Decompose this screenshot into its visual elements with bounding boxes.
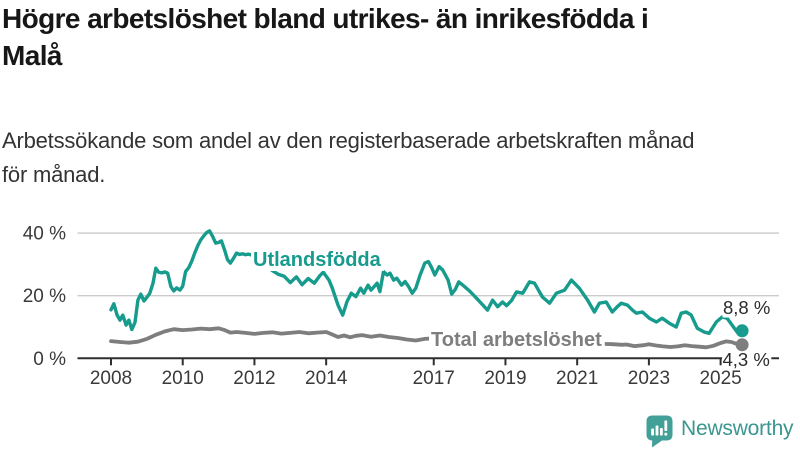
page-subtitle: Arbetssökande som andel av den registerb… bbox=[2, 128, 695, 187]
bar-chart-speech-bubble-icon bbox=[646, 415, 673, 448]
series-label-bg-0 bbox=[251, 249, 384, 271]
x-axis-label-2017: 2017 bbox=[413, 368, 455, 389]
y-axis-label-40: 40 % bbox=[23, 224, 66, 245]
x-axis-label-2008: 2008 bbox=[90, 368, 132, 389]
newsworthy-logo-text: Newsworthy bbox=[681, 417, 794, 440]
series-end-label-bg-0 bbox=[722, 300, 772, 318]
series-line-total bbox=[109, 326, 744, 350]
series-end-dot-0 bbox=[735, 324, 749, 338]
x-axis-label-2019: 2019 bbox=[484, 368, 526, 389]
newsworthy-logo: Newsworthy bbox=[646, 415, 794, 448]
series-end-label-bg-1 bbox=[722, 352, 772, 370]
x-axis-label-2010: 2010 bbox=[162, 368, 204, 389]
series-end-dot-1 bbox=[735, 338, 749, 352]
series-end-label-0: 8,8 % bbox=[723, 297, 770, 318]
series-label-utlandsfodda: Utlandsfödda bbox=[253, 249, 382, 271]
y-axis-label-0: 0 % bbox=[33, 349, 66, 370]
x-axis-label-2025: 2025 bbox=[699, 368, 741, 389]
series-label-total: Total arbetslöshet bbox=[431, 329, 602, 351]
page-title: Högre arbetslöshet bland utrikes- än inr… bbox=[2, 3, 649, 71]
x-axis-label-2021: 2021 bbox=[556, 368, 598, 389]
x-axis-label-2023: 2023 bbox=[628, 368, 670, 389]
x-axis-label-2014: 2014 bbox=[305, 368, 348, 389]
series-line-utlandsfodda bbox=[109, 229, 744, 335]
x-axis-label-2012: 2012 bbox=[233, 368, 275, 389]
series-label-bg-1 bbox=[429, 329, 605, 351]
y-axis-label-20: 20 % bbox=[23, 286, 66, 307]
series-end-label-1: 4,3 % bbox=[723, 349, 770, 370]
